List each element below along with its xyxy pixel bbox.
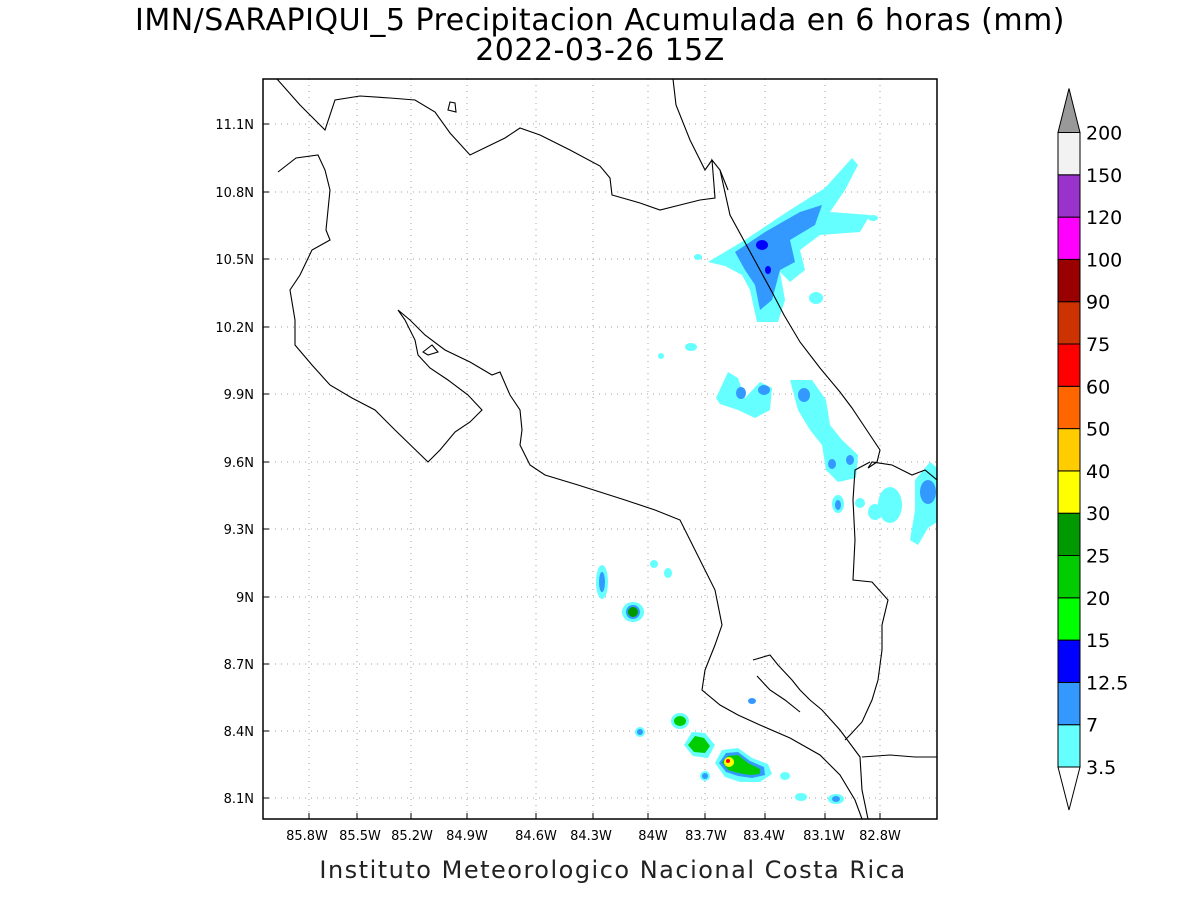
colorbar-segment [1058,513,1080,555]
colorbar-legend: 3.5 7 12.5 15 20 25 30 40 50 60 75 90 100 120 150 200 [1058,89,1128,811]
x-tick-label: 84.9W [446,829,488,844]
colorbar-label: 120 [1086,207,1122,229]
y-tick-label: 10.8N [215,186,254,201]
y-tick-label: 9.6N [224,456,254,471]
colorbar-segment [1058,217,1080,259]
y-tick-label: 10.5N [215,253,254,268]
x-tick-label: 85.5W [339,829,381,844]
x-tick-label: 85.8W [286,829,328,844]
colorbar-label: 20 [1086,588,1110,610]
y-tick-label: 8.7N [224,658,254,673]
colorbar-label: 100 [1086,249,1122,271]
colorbar-segment [1058,175,1080,217]
colorbar-label: 3.5 [1086,757,1116,779]
colorbar-arrow-low [1058,767,1080,810]
colorbar-segment [1058,682,1080,724]
colorbar-segment [1058,429,1080,471]
y-tick-label: 8.1N [224,792,254,807]
colorbar-label: 150 [1086,165,1122,187]
colorbar-label: 75 [1086,334,1110,356]
colorbar-label: 30 [1086,503,1110,525]
colorbar-segment [1058,725,1080,767]
colorbar-label: 60 [1086,376,1110,398]
colorbar-segment [1058,133,1080,175]
colorbar-label: 200 [1086,123,1122,145]
y-tick-label: 10.2N [215,321,254,336]
colorbar-segment [1058,471,1080,513]
x-tick-label: 84W [638,829,668,844]
colorbar-segment [1058,598,1080,640]
y-tick-label: 9N [236,591,254,606]
x-tick-label: 84.3W [570,829,612,844]
colorbar-segment [1058,259,1080,301]
x-tick-label: 85.2W [391,829,433,844]
colorbar-label: 12.5 [1086,672,1128,694]
colorbar-arrow-high [1058,89,1080,133]
colorbar-label: 50 [1086,419,1110,441]
colorbar-label: 40 [1086,461,1110,483]
y-tick-label: 8.4N [224,725,254,740]
y-tick-label: 9.3N [224,523,254,538]
y-tick-labels: 11.1N 10.8N 10.5N 10.2N 9.9N 9.6N 9.3N 9… [215,118,254,807]
colorbar-label: 90 [1086,292,1110,314]
colorbar-label: 25 [1086,546,1110,568]
colorbar-segment [1058,556,1080,598]
x-tick-label: 83.4W [743,829,785,844]
y-tick-label: 9.9N [224,388,254,403]
colorbar-label: 15 [1086,630,1110,652]
y-tick-label: 11.1N [215,118,254,133]
x-tick-label: 84.6W [515,829,557,844]
colorbar-label: 7 [1086,715,1098,737]
credit-text: Instituto Meteorologico Nacional Costa R… [0,856,1200,884]
x-tick-label: 83.1W [803,829,845,844]
colorbar-segment [1058,302,1080,344]
colorbar-segment [1058,640,1080,682]
x-tick-label: 82.8W [859,829,901,844]
x-tick-label: 83.7W [685,829,727,844]
colorbar-segment [1058,344,1080,386]
x-tick-labels: 85.8W 85.5W 85.2W 84.9W 84.6W 84.3W 84W … [286,829,901,844]
colorbar-segment [1058,386,1080,428]
